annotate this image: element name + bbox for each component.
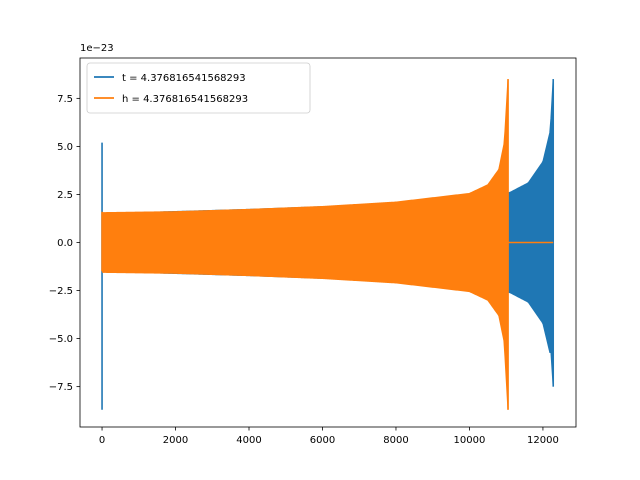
x-tick-label: 8000: [383, 435, 408, 446]
legend-label: t = 4.376816541568293: [122, 73, 246, 84]
y-axis-offset-label: 1e−23: [80, 43, 114, 54]
x-tick-label: 0: [99, 435, 105, 446]
y-tick-label: −5.0: [49, 334, 73, 345]
series-h: [101, 79, 554, 410]
x-tick-label: 4000: [236, 435, 261, 446]
legend: t = 4.376816541568293 h = 4.3768165415682…: [86, 62, 311, 114]
series-layer: [101, 79, 555, 410]
y-tick-label: 5.0: [57, 142, 73, 153]
y-tick-label: 0.0: [57, 238, 73, 249]
x-tick-label: 6000: [310, 435, 335, 446]
x-tick-label: 2000: [163, 435, 188, 446]
x-tick-label: 10000: [454, 435, 486, 446]
legend-label: h = 4.376816541568293: [122, 94, 248, 105]
y-tick-label: 2.5: [57, 190, 73, 201]
x-axis-ticks: 0 2000 4000 6000 8000 10000 12000: [99, 427, 559, 446]
y-tick-label: 7.5: [57, 94, 73, 105]
legend-box: [86, 62, 311, 114]
y-tick-label: −2.5: [49, 286, 73, 297]
x-tick-label: 12000: [527, 435, 559, 446]
y-axis-ticks: −7.5 −5.0 −2.5 0.0 2.5 5.0 7.5: [49, 94, 80, 393]
y-tick-label: −7.5: [49, 382, 73, 393]
